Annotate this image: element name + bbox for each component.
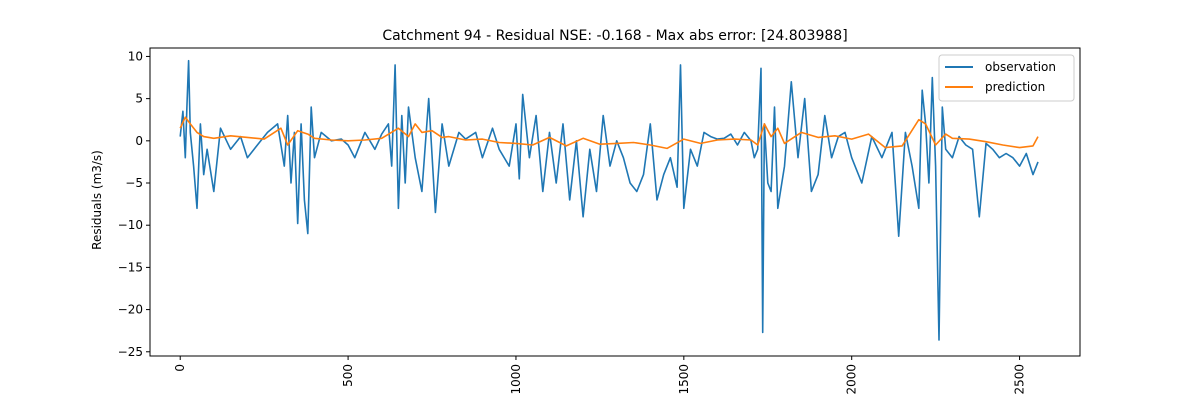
observation-line — [179, 59, 1039, 341]
y-tick-label: −25 — [118, 345, 143, 359]
legend: observation prediction — [938, 54, 1075, 102]
y-tick-label: −15 — [118, 260, 143, 274]
y-axis-label: Residuals (m3/s) — [90, 150, 104, 250]
x-tick-label: 1000 — [509, 364, 523, 395]
x-tick-label: 2500 — [1013, 364, 1027, 395]
plot-frame — [149, 47, 1081, 357]
x-tick-label: 2000 — [845, 364, 859, 395]
prediction-line — [179, 116, 1039, 150]
legend-label: observation — [985, 60, 1056, 74]
x-tick-label: 0 — [173, 364, 187, 372]
y-tick-label: 0 — [135, 134, 143, 148]
chart-title: Catchment 94 - Residual NSE: -0.168 - Ma… — [382, 28, 847, 44]
x-tick-label: 1500 — [677, 364, 691, 395]
x-tick-label: 500 — [341, 364, 355, 387]
y-tick-label: 5 — [135, 92, 143, 106]
y-tick-label: −5 — [125, 176, 143, 190]
y-tick-label: −10 — [118, 218, 143, 232]
axis-ticks: 10 5 0 −5 −10 −15 −20 −25 0 500 1000 1500 2000 2500 — [118, 49, 1027, 394]
series-lines — [179, 59, 1039, 341]
y-tick-label: −20 — [118, 303, 143, 317]
legend-label: prediction — [985, 80, 1045, 94]
y-tick-label: 10 — [128, 49, 143, 63]
